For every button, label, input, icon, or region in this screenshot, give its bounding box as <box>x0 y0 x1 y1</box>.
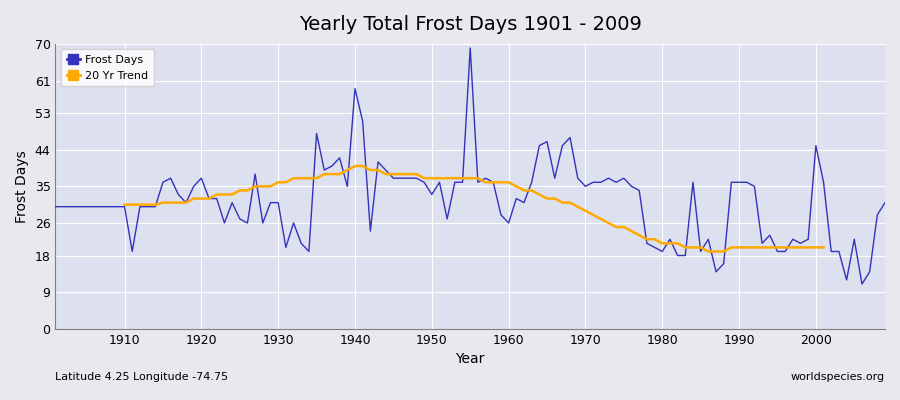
Y-axis label: Frost Days: Frost Days <box>15 150 29 223</box>
Text: Latitude 4.25 Longitude -74.75: Latitude 4.25 Longitude -74.75 <box>56 372 229 382</box>
X-axis label: Year: Year <box>455 352 485 366</box>
Title: Yearly Total Frost Days 1901 - 2009: Yearly Total Frost Days 1901 - 2009 <box>299 15 642 34</box>
Legend: Frost Days, 20 Yr Trend: Frost Days, 20 Yr Trend <box>61 50 154 86</box>
Text: worldspecies.org: worldspecies.org <box>791 372 885 382</box>
